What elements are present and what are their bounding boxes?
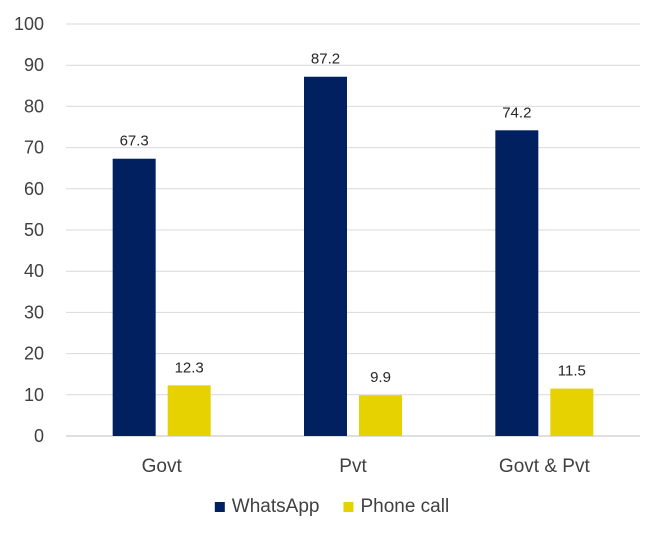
y-tick-label: 50: [24, 220, 44, 240]
bar-phone-call: [167, 385, 211, 436]
data-label: 11.5: [558, 363, 586, 380]
data-labels: 67.3 12.3 87.2 9.9 74.2 11.5: [120, 51, 586, 386]
bar-whatsapp: [112, 158, 156, 436]
y-tick-label: 40: [24, 261, 44, 281]
data-label: 67.3: [120, 133, 149, 150]
y-tick-label: 80: [24, 96, 44, 116]
y-tick-label: 0: [34, 426, 44, 446]
y-tick-label: 30: [24, 302, 44, 322]
gridlines: [66, 23, 640, 437]
legend-swatch: [343, 502, 354, 512]
y-tick-label: 10: [24, 385, 44, 405]
data-label: 87.2: [311, 51, 340, 68]
bar-phone-call: [550, 388, 594, 436]
y-tick-label: 90: [24, 55, 44, 75]
y-tick-label: 100: [14, 14, 44, 34]
bar-whatsapp: [495, 130, 539, 436]
data-label: 9.9: [370, 369, 391, 386]
data-label: 12.3: [175, 359, 204, 376]
legend-item: WhatsApp: [214, 496, 320, 517]
y-tick-label: 60: [24, 179, 44, 199]
bar-whatsapp: [304, 76, 347, 437]
x-category-label: Pvt: [339, 456, 367, 477]
x-axis: Govt Pvt Govt & Pvt: [142, 456, 591, 477]
legend-label: Phone call: [360, 496, 449, 517]
bar-phone-call: [359, 395, 402, 436]
y-tick-label: 70: [24, 138, 44, 158]
x-category-label: Govt: [142, 456, 183, 477]
legend-item: Phone call: [343, 496, 449, 517]
data-label: 74.2: [502, 104, 531, 121]
legend-swatch: [214, 502, 225, 512]
y-axis: 0 10 20 30 40 50 60 70 80 90 100: [14, 14, 44, 446]
x-category-label: Govt & Pvt: [499, 456, 591, 477]
y-tick-label: 20: [24, 344, 44, 364]
bars: [112, 76, 594, 437]
legend: WhatsApp Phone call: [214, 496, 449, 517]
legend-label: WhatsApp: [232, 496, 320, 517]
